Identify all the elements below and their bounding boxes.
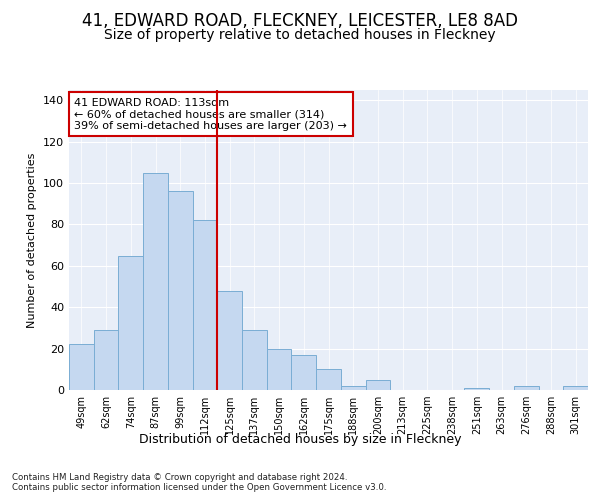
Text: Contains HM Land Registry data © Crown copyright and database right 2024.
Contai: Contains HM Land Registry data © Crown c… (12, 472, 386, 492)
Bar (341, 386, 365, 390)
Text: Distribution of detached houses by size in Fleckney: Distribution of detached houses by size … (139, 432, 461, 446)
Bar (168, 192, 193, 390)
Bar (292, 355, 316, 390)
Bar (118, 256, 143, 390)
Bar (242, 330, 267, 390)
Bar (94, 330, 118, 390)
Text: 41 EDWARD ROAD: 113sqm
← 60% of detached houses are smaller (314)
39% of semi-de: 41 EDWARD ROAD: 113sqm ← 60% of detached… (74, 98, 347, 130)
Bar (365, 380, 390, 390)
Bar (69, 344, 94, 390)
Bar (316, 370, 341, 390)
Bar (217, 290, 242, 390)
Bar (267, 348, 292, 390)
Bar (143, 173, 168, 390)
Bar (464, 388, 489, 390)
Text: Size of property relative to detached houses in Fleckney: Size of property relative to detached ho… (104, 28, 496, 42)
Bar (563, 386, 588, 390)
Y-axis label: Number of detached properties: Number of detached properties (28, 152, 37, 328)
Text: 41, EDWARD ROAD, FLECKNEY, LEICESTER, LE8 8AD: 41, EDWARD ROAD, FLECKNEY, LEICESTER, LE… (82, 12, 518, 30)
Bar (193, 220, 217, 390)
Bar (514, 386, 539, 390)
